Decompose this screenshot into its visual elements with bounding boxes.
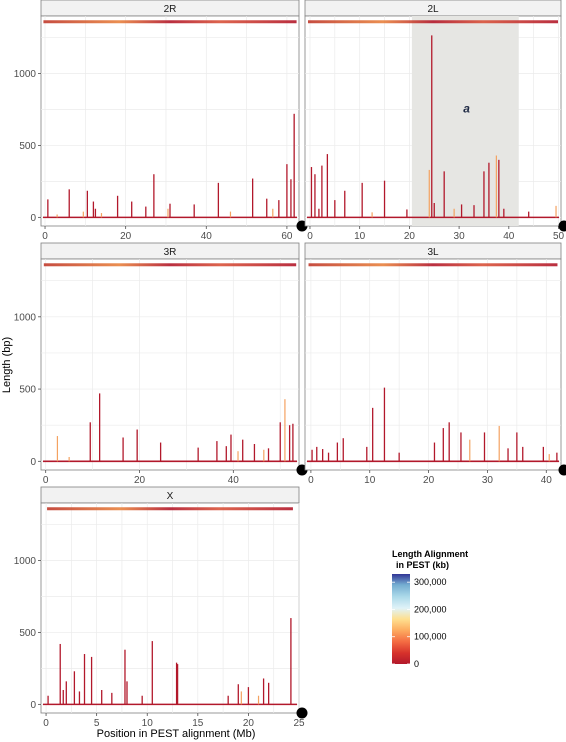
panel-strip-label: X — [167, 491, 174, 502]
y-tick-label: 500 — [19, 385, 36, 396]
x-tick-label: 50 — [553, 231, 565, 242]
x-tick-label: 0 — [43, 718, 49, 729]
panel-2r: 2R 0 20 40 60 0 500 1000 — [14, 0, 308, 242]
panel-x: X 0 5 10 15 20 25 0 500 1000 — [14, 486, 308, 729]
panel-2l: 2L a 0 10 20 30 40 50 — [304, 0, 566, 242]
panel-corner-marker — [558, 464, 566, 476]
x-tick-label: 40 — [201, 231, 213, 242]
x-tick-label: 0 — [42, 231, 48, 242]
panel-background — [40, 502, 300, 714]
x-tick-label: 40 — [228, 475, 240, 486]
x-tick-label: 30 — [482, 475, 494, 486]
panel-corner-marker — [558, 220, 566, 232]
y-tick-label: 500 — [19, 141, 36, 152]
x-tick-label: 25 — [293, 718, 305, 729]
legend-tick-group: 0 100,000 200,000 300,000 — [392, 577, 447, 669]
top-alignment-band — [307, 20, 559, 24]
panel-background — [40, 15, 300, 227]
x-tick-label: 40 — [503, 231, 515, 242]
panel-3l: 3L 0 10 20 30 40 — [304, 242, 566, 486]
x-tick-label: 10 — [142, 718, 154, 729]
panel-strip-label: 2L — [427, 4, 439, 15]
panel-background — [40, 258, 300, 471]
x-tick-label: 15 — [192, 718, 204, 729]
x-tick-label: 20 — [120, 231, 132, 242]
y-tick-label: 0 — [30, 457, 36, 468]
panel-strip-label: 2R — [164, 4, 177, 15]
x-tick-label: 5 — [94, 718, 100, 729]
x-axis-title: Position in PEST alignment (Mb) — [97, 728, 256, 740]
color-legend: Length Alignment in PEST (kb) 0 100,000 20… — [392, 549, 468, 669]
legend-title-line-1: Length Alignment — [392, 549, 468, 559]
y-tick-label: 0 — [30, 213, 36, 224]
y-tick-label: 1000 — [14, 69, 37, 80]
top-alignment-band — [43, 263, 297, 267]
x-tick-label: 20 — [423, 475, 435, 486]
legend-tick-label: 300,000 — [414, 577, 447, 587]
panel-background — [304, 258, 562, 471]
x-tick-label: 0 — [307, 231, 313, 242]
x-tick-label: 60 — [281, 231, 293, 242]
panel-grid — [305, 259, 561, 470]
x-tick-label: 0 — [43, 475, 49, 486]
x-tick-label: 20 — [404, 231, 416, 242]
legend-tick-label: 200,000 — [414, 604, 447, 614]
y-tick-label: 1000 — [14, 556, 37, 567]
panel-grid — [41, 503, 300, 713]
y-tick-label: 500 — [19, 628, 36, 639]
x-tick-label: 10 — [354, 231, 366, 242]
panel-strip-label: 3L — [427, 247, 439, 258]
panel-3r: 3R 0 20 40 0 500 1000 — [14, 242, 308, 486]
x-tick-label: 0 — [308, 475, 314, 486]
x-tick-label: 30 — [454, 231, 466, 242]
highlight-region — [411, 16, 519, 226]
region-annotation: a — [463, 101, 470, 115]
top-alignment-band — [308, 263, 558, 267]
y-tick-label: 1000 — [14, 312, 37, 323]
y-tick-label: 0 — [30, 700, 36, 711]
legend-title-line-2: in PEST (kb) — [396, 560, 449, 570]
legend-tick-label: 100,000 — [414, 632, 447, 642]
legend-colorbar — [392, 574, 410, 664]
top-alignment-band — [47, 507, 293, 511]
x-tick-label: 40 — [541, 475, 553, 486]
top-alignment-band — [43, 20, 297, 24]
x-tick-label: 10 — [364, 475, 376, 486]
panel-strip-label: 3R — [164, 247, 177, 258]
x-tick-label: 20 — [134, 475, 146, 486]
x-tick-label: 20 — [243, 718, 255, 729]
y-axis-title: Length (bp) — [1, 337, 13, 393]
panel-corner-marker — [296, 707, 308, 719]
legend-tick-label: 0 — [414, 659, 419, 669]
